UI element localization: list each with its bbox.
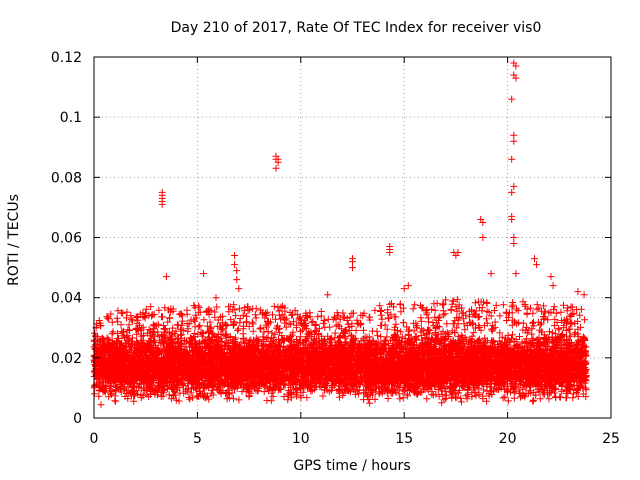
axis-ticks	[93, 56, 612, 419]
y-tick-labels: 0 0.02 0.04 0.06 0.08 0.1 0.12	[51, 50, 82, 427]
y-axis-label: ROTI / TECUs	[6, 194, 22, 286]
x-tick-labels: 0 5 10 15 20 25	[90, 431, 620, 447]
y-tick-label: 0.12	[51, 50, 82, 66]
x-tick-label: 20	[499, 431, 517, 447]
y-tick-label: 0	[73, 411, 82, 427]
y-tick-label: 0.1	[60, 110, 82, 126]
x-tick-label: 15	[395, 431, 413, 447]
x-axis-label: GPS time / hours	[293, 458, 410, 474]
y-tick-label: 0.06	[51, 231, 82, 247]
y-tick-label: 0.08	[51, 170, 82, 186]
x-tick-label: 10	[292, 431, 310, 447]
y-tick-label: 0.04	[51, 291, 82, 307]
x-tick-label: 0	[90, 431, 99, 447]
scatter-markers	[90, 59, 590, 409]
chart-title: Day 210 of 2017, Rate Of TEC Index for r…	[171, 20, 542, 36]
x-tick-label: 25	[602, 431, 620, 447]
y-tick-label: 0.02	[51, 351, 82, 367]
data-points	[90, 59, 590, 409]
x-tick-label: 5	[193, 431, 202, 447]
